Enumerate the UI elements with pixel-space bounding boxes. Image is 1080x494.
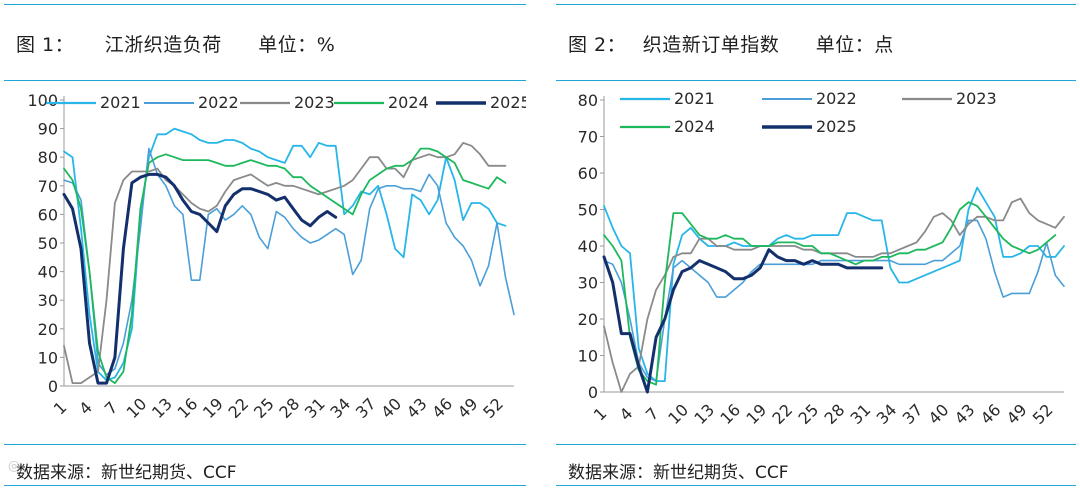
- x-tick-label: 19: [742, 400, 770, 428]
- chart-title: 织造新订单指数: [642, 34, 780, 56]
- x-tick-label: 40: [925, 400, 953, 428]
- y-tick-label: 80: [578, 91, 598, 110]
- x-tick-label: 13: [690, 400, 718, 428]
- series-line-2025: [602, 248, 884, 394]
- chart-unit: 单位：%: [258, 34, 336, 56]
- chart-panel-1: 图 1： 江浙织造负荷 单位：% 0 10 20 30 40 50 60 70 80 90 100 1…: [4, 4, 526, 486]
- series-line-2022: [603, 219, 1065, 382]
- x-tick-label: 7: [642, 404, 663, 425]
- legend-label-2023: 2023: [294, 93, 335, 112]
- x-tick-label: 22: [224, 394, 252, 422]
- x-tick-label: 40: [377, 394, 405, 422]
- legend-label-2025: 2025: [816, 117, 857, 136]
- x-tick-label: 10: [664, 400, 692, 428]
- series-line-2022: [63, 147, 515, 376]
- y-tick-label: 0: [588, 383, 598, 402]
- title-rule: [4, 80, 526, 81]
- x-tick-label: 52: [1029, 400, 1057, 428]
- legend-label-2025: 2025: [490, 93, 526, 112]
- top-rule: [556, 4, 1076, 5]
- top-rule: [4, 4, 526, 5]
- x-tick-label: 37: [352, 394, 380, 422]
- x-tick-label: 25: [250, 394, 278, 422]
- chart-unit: 单位：点: [815, 34, 894, 56]
- y-tick-label: 70: [38, 177, 58, 196]
- series-line-2025: [62, 172, 338, 385]
- bottom-rule: [4, 485, 526, 486]
- legend-label-2024: 2024: [674, 117, 715, 136]
- x-tick-label: 1: [50, 398, 71, 419]
- x-tick-label: 7: [101, 398, 122, 419]
- x-tick-label: 4: [75, 398, 96, 419]
- x-tick-label: 16: [174, 394, 202, 422]
- data-source: 数据来源：新世纪期货、CCF: [568, 463, 789, 483]
- y-tick-label: 100: [27, 91, 58, 110]
- legend-label-2022: 2022: [816, 89, 857, 108]
- x-tick-label: 16: [716, 400, 744, 428]
- x-tick-label: 34: [873, 400, 901, 428]
- x-tick-label: 43: [403, 394, 431, 422]
- x-tick-label: 1: [590, 404, 611, 425]
- y-tick-label: 70: [578, 128, 598, 147]
- y-tick-label: 60: [38, 205, 58, 224]
- x-tick-label: 19: [199, 394, 227, 422]
- source-rule: [556, 444, 1076, 445]
- title-rule: [556, 80, 1076, 81]
- x-tick-label: 37: [899, 400, 927, 428]
- x-tick-label: 31: [847, 400, 875, 428]
- y-tick-label: 50: [38, 234, 58, 253]
- y-tick-label: 20: [578, 310, 598, 329]
- y-tick-label: 10: [38, 348, 58, 367]
- legend-label-2022: 2022: [198, 93, 239, 112]
- y-tick-label: 90: [38, 120, 58, 139]
- series-line-2024: [603, 201, 1057, 386]
- legend-label-2021: 2021: [100, 93, 141, 112]
- series-line-2021: [63, 127, 507, 382]
- x-tick-label: 46: [977, 400, 1005, 428]
- y-tick-label: 0: [48, 377, 58, 396]
- chart-panel-2: 图 2： 织造新订单指数 单位：点 0 10 20 30 40 50 60 70 80 1 4 7 10…: [556, 4, 1076, 486]
- x-tick-label: 22: [768, 400, 796, 428]
- x-tick-label: 31: [301, 394, 329, 422]
- figure-label: 图 2：: [568, 34, 627, 56]
- y-tick-label: 40: [38, 263, 58, 282]
- x-tick-label: 28: [821, 400, 849, 428]
- chart-title: 江浙织造负荷: [104, 34, 222, 56]
- legend-label-2024: 2024: [388, 93, 429, 112]
- x-tick-label: 52: [479, 394, 507, 422]
- figure-label: 图 1：: [16, 34, 75, 56]
- y-tick-label: 60: [578, 164, 598, 183]
- source-rule: [4, 444, 526, 445]
- y-tick-label: 40: [578, 237, 598, 256]
- x-tick-label: 34: [326, 394, 354, 422]
- y-tick-label: 30: [38, 291, 58, 310]
- y-tick-label: 30: [578, 274, 598, 293]
- x-tick-label: 28: [275, 394, 303, 422]
- bottom-rule: [556, 485, 1076, 486]
- y-tick-label: 20: [38, 320, 58, 339]
- y-tick-label: 10: [578, 347, 598, 366]
- series-line-2024: [63, 147, 507, 385]
- x-tick-label: 13: [148, 394, 176, 422]
- figure-title: 图 2： 织造新订单指数 单位：点: [568, 30, 894, 57]
- y-tick-label: 80: [38, 148, 58, 167]
- x-tick-label: 46: [428, 394, 456, 422]
- y-tick-label: 50: [578, 201, 598, 220]
- x-tick-label: 4: [616, 404, 637, 425]
- x-tick-label: 49: [454, 394, 482, 422]
- series-line-2023: [63, 142, 507, 385]
- series-line-2021: [603, 186, 1065, 383]
- x-tick-label: 49: [1003, 400, 1031, 428]
- legend-label-2023: 2023: [956, 89, 997, 108]
- x-tick-label: 43: [951, 400, 979, 428]
- watermark-icon: ◎: [8, 458, 21, 474]
- data-source: 数据来源：新世纪期货、CCF: [16, 463, 237, 483]
- x-tick-label: 25: [794, 400, 822, 428]
- legend-label-2021: 2021: [674, 89, 715, 108]
- x-tick-label: 10: [123, 394, 151, 422]
- figure-title: 图 1： 江浙织造负荷 单位：%: [16, 30, 335, 57]
